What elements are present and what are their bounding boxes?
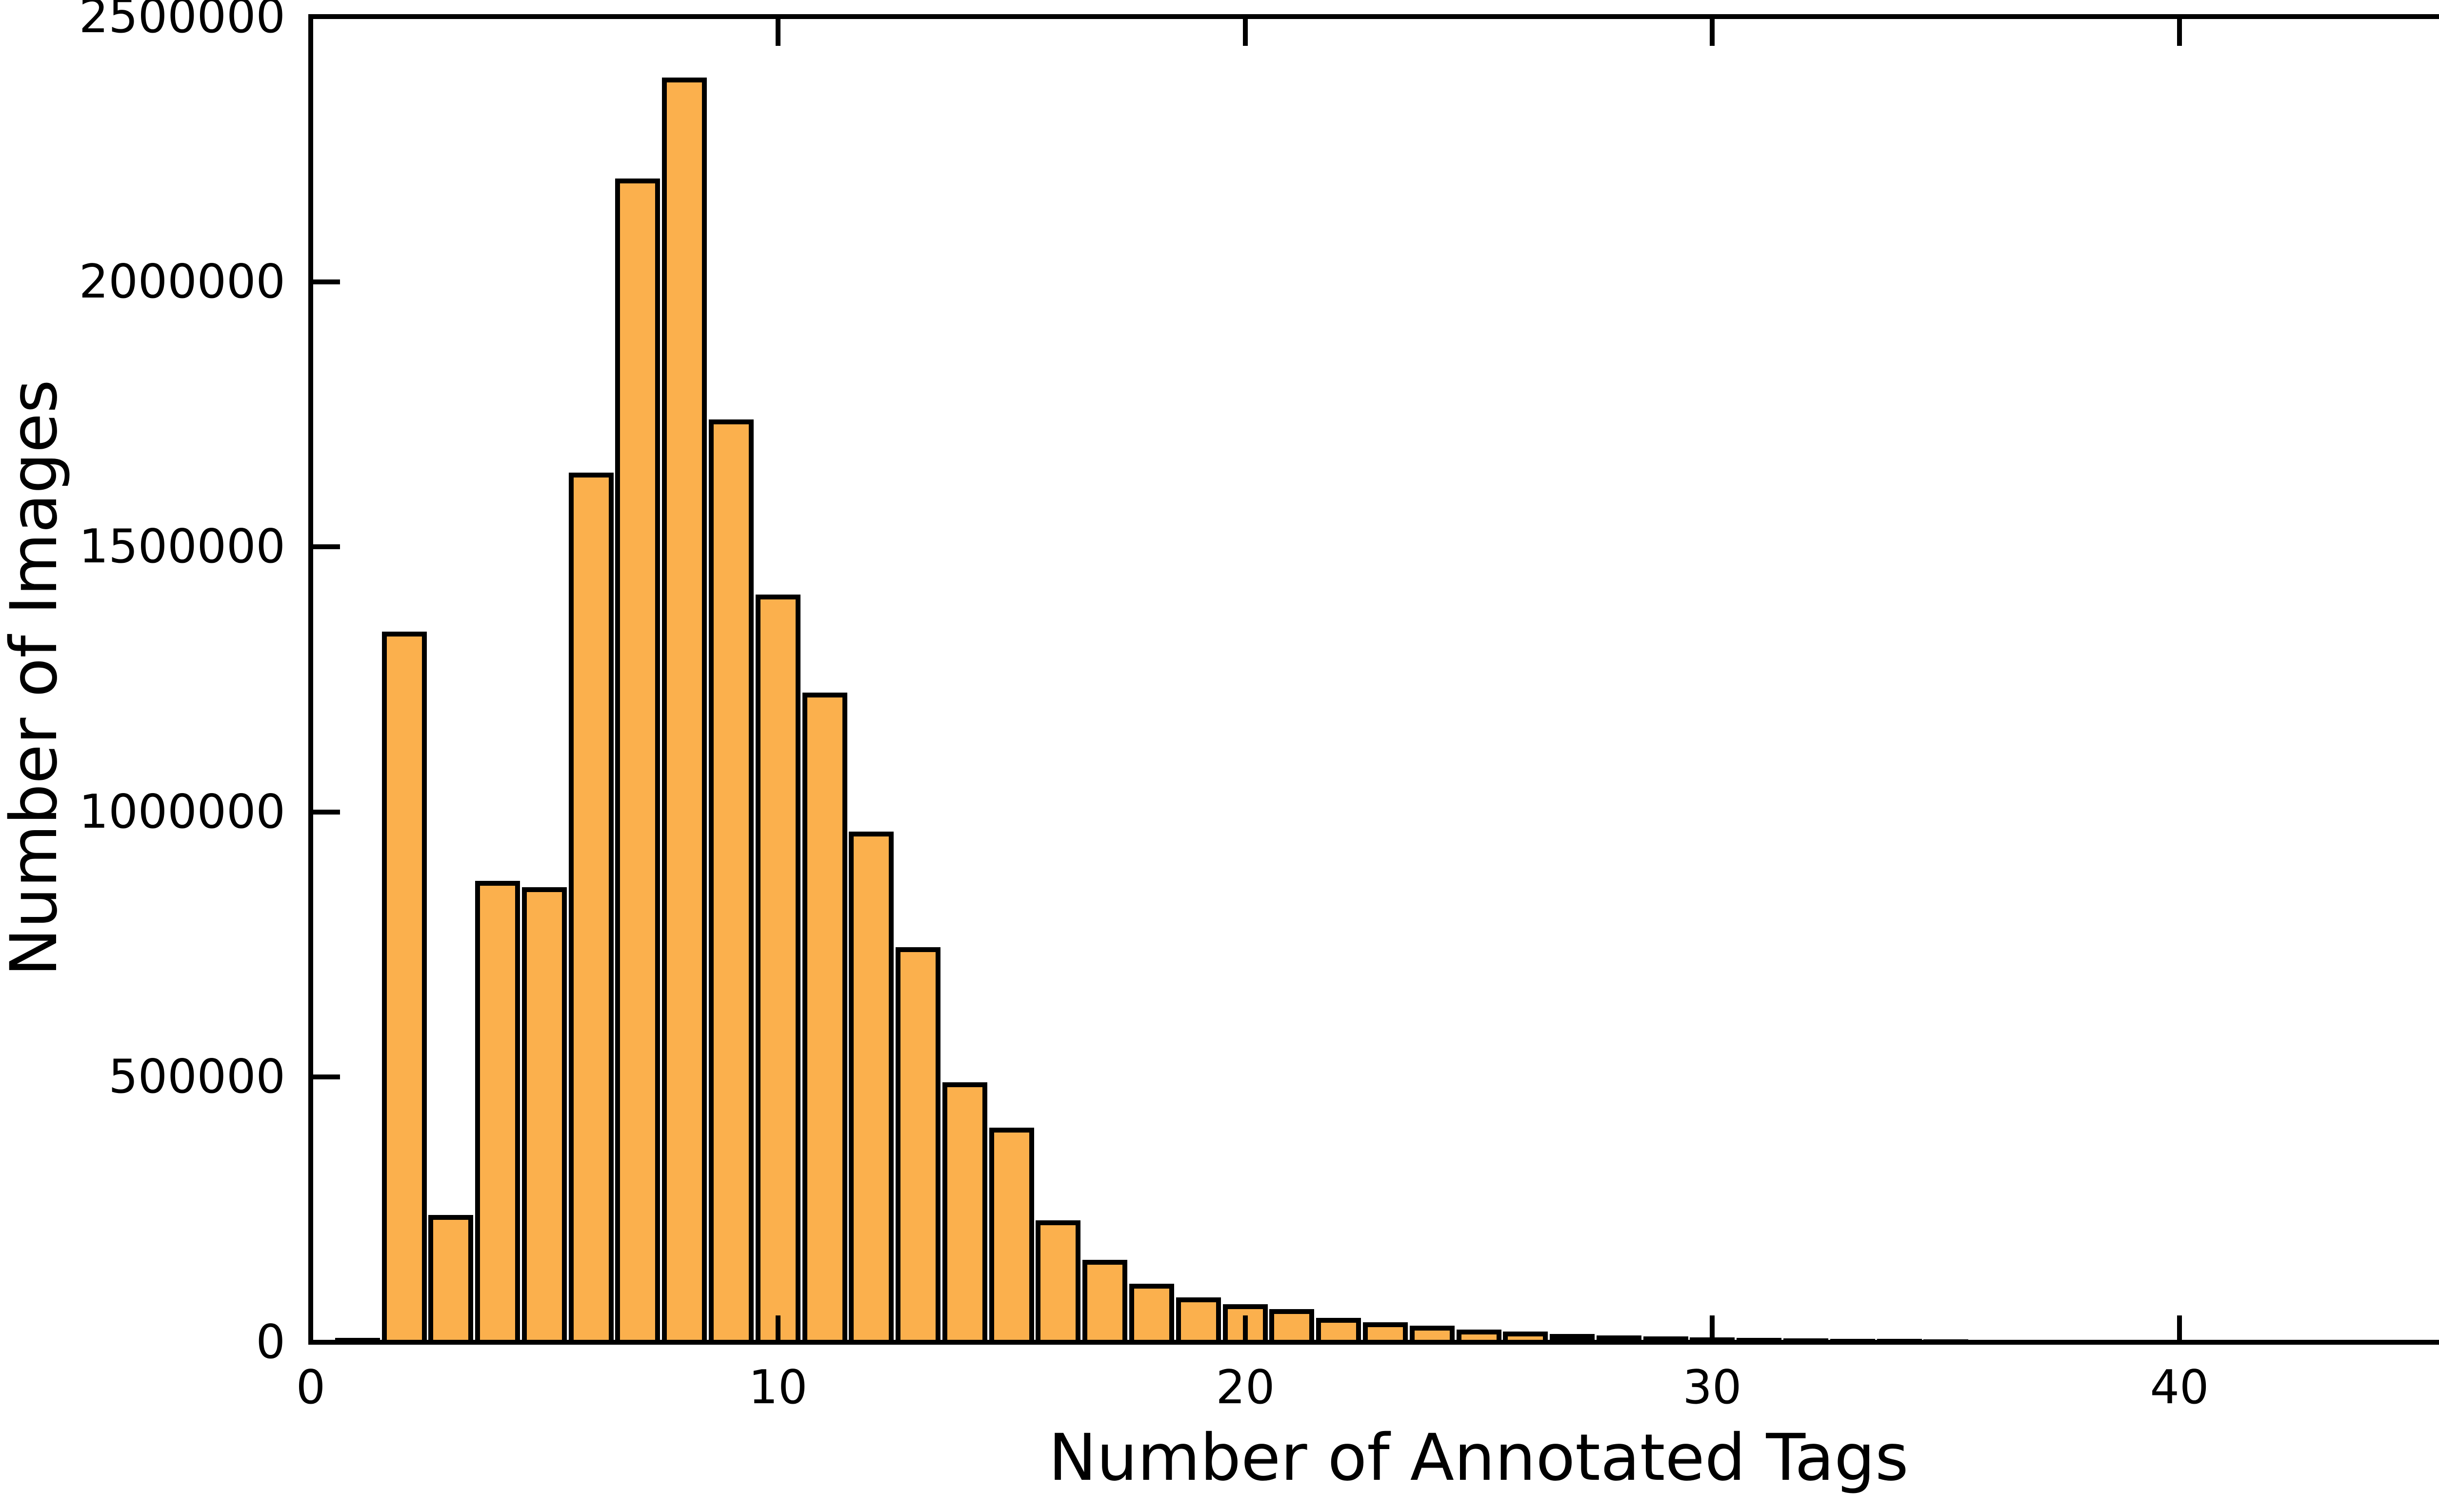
y-tick-left xyxy=(313,1074,340,1079)
bar xyxy=(2204,1341,2249,1345)
x-tick-top xyxy=(2177,19,2182,46)
bar xyxy=(1363,1322,1408,1345)
bar xyxy=(1643,1336,1688,1345)
y-tick-left xyxy=(313,810,340,815)
x-tick-bottom xyxy=(1710,1315,1715,1342)
y-tick-label: 1500000 xyxy=(79,520,285,574)
x-tick-bottom xyxy=(308,1315,313,1342)
y-tick-label: 2500000 xyxy=(79,0,285,43)
x-tick-bottom xyxy=(2177,1315,2182,1342)
bar xyxy=(2110,1340,2155,1345)
bar xyxy=(2344,1341,2389,1345)
x-tick-top xyxy=(308,19,313,46)
y-tick-label: 1000000 xyxy=(79,785,285,839)
bar xyxy=(1269,1309,1314,1345)
bar xyxy=(1129,1284,1174,1345)
y-axis-title: Number of Images xyxy=(0,379,72,976)
x-tick-bottom xyxy=(1243,1315,1248,1342)
bar xyxy=(2017,1340,2062,1345)
bar xyxy=(2391,1341,2436,1345)
bar xyxy=(2298,1341,2342,1345)
bar xyxy=(1923,1339,1968,1345)
x-tick-top xyxy=(776,19,780,46)
y-tick-left xyxy=(313,14,340,19)
x-tick-label: 10 xyxy=(748,1361,808,1414)
bar xyxy=(1783,1338,1828,1345)
bar xyxy=(335,1338,380,1345)
bar xyxy=(569,473,614,1345)
x-tick-top xyxy=(1243,19,1248,46)
bar xyxy=(802,693,847,1345)
bar xyxy=(428,1215,473,1345)
x-axis-title: Number of Annotated Tags xyxy=(1048,1420,1909,1495)
bar xyxy=(382,632,427,1345)
bar xyxy=(1737,1338,1781,1345)
bar xyxy=(1223,1304,1268,1345)
bar xyxy=(1597,1335,1641,1345)
x-tick-label: 40 xyxy=(2150,1361,2209,1414)
bar xyxy=(1503,1332,1548,1345)
bar xyxy=(989,1128,1034,1345)
x-tick-label: 20 xyxy=(1216,1361,1275,1414)
y-tick-label: 2000000 xyxy=(79,255,285,309)
bar xyxy=(1410,1326,1455,1345)
bar xyxy=(1550,1334,1595,1345)
bar xyxy=(1877,1339,1922,1345)
bar xyxy=(1830,1339,1875,1345)
x-tick-label: 30 xyxy=(1682,1361,1742,1414)
y-tick-left xyxy=(313,544,340,549)
y-tick-label: 0 xyxy=(256,1315,285,1369)
bar xyxy=(1970,1340,2015,1345)
bar xyxy=(756,595,800,1345)
bar xyxy=(2251,1341,2296,1345)
bar xyxy=(709,419,754,1345)
bar xyxy=(942,1082,987,1345)
bar xyxy=(1176,1297,1221,1345)
y-tick-label: 500000 xyxy=(108,1050,285,1104)
bar xyxy=(1457,1330,1501,1345)
x-tick-top xyxy=(1710,19,1715,46)
bar xyxy=(1036,1220,1080,1345)
bar xyxy=(2064,1340,2109,1345)
bar xyxy=(2438,1341,2439,1345)
y-tick-left xyxy=(313,1340,340,1345)
bar xyxy=(1082,1260,1127,1345)
bar xyxy=(2157,1341,2202,1345)
bar xyxy=(896,947,940,1345)
bar xyxy=(522,887,567,1345)
bar xyxy=(662,78,707,1345)
bar xyxy=(475,881,520,1345)
bar xyxy=(615,179,660,1345)
y-tick-left xyxy=(313,279,340,284)
bar xyxy=(1316,1318,1361,1345)
x-tick-bottom xyxy=(776,1315,780,1342)
bar xyxy=(849,832,894,1345)
x-tick-label: 0 xyxy=(296,1361,326,1414)
